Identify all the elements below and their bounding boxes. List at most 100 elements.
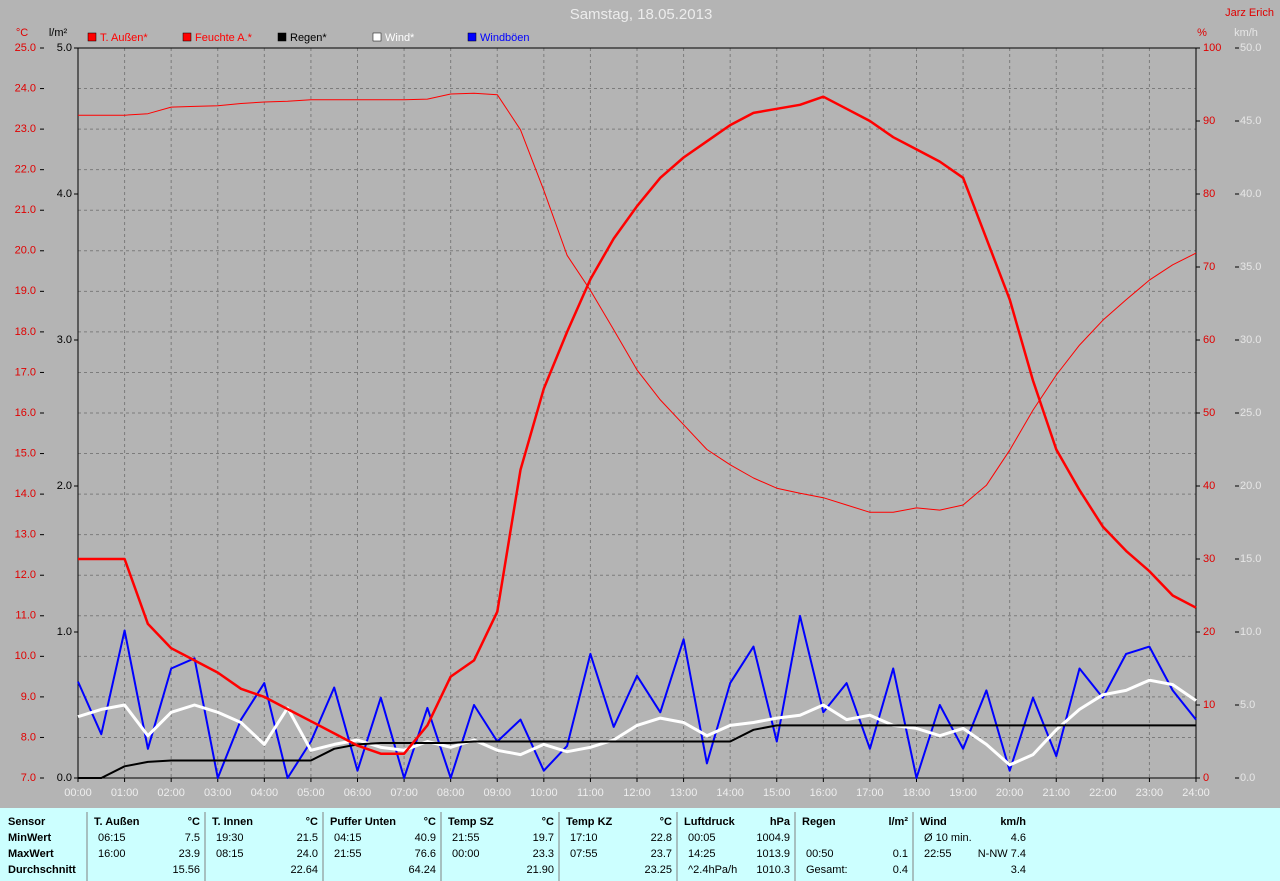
table-cell: 1013.9 — [756, 848, 790, 860]
group-unit: km/h — [1000, 816, 1026, 828]
y-axis-label: °C — [16, 27, 28, 39]
y-tick-label: 10.0 — [15, 650, 36, 662]
y-tick-label: 1.0 — [57, 626, 72, 638]
table-cell: 06:15 — [98, 832, 126, 844]
y-tick-label: 8.0 — [21, 731, 36, 743]
x-tick-label: 14:00 — [716, 787, 744, 799]
y-tick-label: 12.0 — [15, 569, 36, 581]
y-tick-label: 60 — [1203, 334, 1215, 346]
table-cell: 21.90 — [526, 864, 554, 876]
table-cell: 1004.9 — [756, 832, 790, 844]
y-tick-label: 24.0 — [15, 82, 36, 94]
row-label: MaxWert — [8, 848, 54, 860]
table-cell: N-NW 7.4 — [978, 848, 1026, 860]
y-tick-label: 17.0 — [15, 366, 36, 378]
x-tick-label: 02:00 — [157, 787, 185, 799]
y-tick-label: 19.0 — [15, 285, 36, 297]
y-tick-label: 4.0 — [57, 188, 72, 200]
y-tick-label: 22.0 — [15, 164, 36, 176]
group-name: Wind — [920, 816, 947, 828]
legend-label: T. Außen* — [100, 32, 148, 44]
y-tick-label: 30 — [1203, 553, 1215, 565]
group-unit: l/m² — [888, 816, 908, 828]
y-tick-label: 9.0 — [21, 691, 36, 703]
y-tick-label: 0.0 — [1240, 772, 1255, 784]
y-tick-label: 7.0 — [21, 772, 36, 784]
table-cell: 40.9 — [415, 832, 436, 844]
y-tick-label: 25.0 — [1240, 407, 1261, 419]
table-cell: 07:55 — [570, 848, 598, 860]
table-cell: 76.6 — [415, 848, 436, 860]
y-tick-label: 100 — [1203, 42, 1221, 54]
y-tick-label: 15.0 — [15, 447, 36, 459]
row-label: MinWert — [8, 832, 52, 844]
x-tick-label: 04:00 — [251, 787, 279, 799]
legend-swatch — [182, 32, 192, 42]
y3-axis-label: l/m² — [49, 27, 68, 39]
table-cell: 15.56 — [172, 864, 200, 876]
x-tick-label: 05:00 — [297, 787, 325, 799]
y-tick-label: 10 — [1203, 699, 1215, 711]
table-cell: 23.9 — [179, 848, 200, 860]
y-tick-label: 0.0 — [57, 772, 72, 784]
legend-swatch — [372, 32, 382, 42]
table-cell: 3.4 — [1011, 864, 1026, 876]
y-tick-label: 3.0 — [57, 334, 72, 346]
table-cell: 00:50 — [806, 848, 834, 860]
table-cell: ^2.4hPa/h — [688, 864, 737, 876]
legend-label: Wind* — [385, 32, 415, 44]
table-cell: 23.7 — [651, 848, 672, 860]
table-cell: 1010.3 — [756, 864, 790, 876]
legend-swatch — [277, 32, 287, 42]
y-tick-label: 70 — [1203, 261, 1215, 273]
series-line — [78, 724, 1196, 779]
y-tick-label: 20.0 — [1240, 480, 1261, 492]
table-cell: 00:00 — [452, 848, 480, 860]
table-cell: 14:25 — [688, 848, 716, 860]
y-tick-label: 45.0 — [1240, 115, 1261, 127]
x-tick-label: 07:00 — [390, 787, 418, 799]
y-tick-label: 90 — [1203, 115, 1215, 127]
y-tick-label: 25.0 — [15, 42, 36, 54]
table-cell: 0.4 — [893, 864, 908, 876]
table-cell: 21:55 — [452, 832, 480, 844]
table-cell: Gesamt: — [806, 864, 848, 876]
y-tick-label: 40.0 — [1240, 188, 1261, 200]
group-name: Temp SZ — [448, 816, 494, 828]
y-tick-label: 50.0 — [1240, 42, 1261, 54]
y-tick-label: 2.0 — [57, 480, 72, 492]
table-cell: 23.3 — [533, 848, 554, 860]
y-tick-label: 0 — [1203, 772, 1209, 784]
y-tick-label: 35.0 — [1240, 261, 1261, 273]
series-line — [77, 614, 1197, 779]
y-tick-label: 15.0 — [1240, 553, 1261, 565]
y-tick-label: 30.0 — [1240, 334, 1261, 346]
x-tick-label: 18:00 — [903, 787, 931, 799]
group-name: Temp KZ — [566, 816, 613, 828]
x-tick-label: 24:00 — [1182, 787, 1210, 799]
x-tick-label: 16:00 — [810, 787, 838, 799]
x-tick-label: 13:00 — [670, 787, 698, 799]
legend-swatch — [87, 32, 97, 42]
y-tick-label: 18.0 — [15, 326, 36, 338]
x-tick-label: 15:00 — [763, 787, 791, 799]
table-cell: 64.24 — [408, 864, 436, 876]
x-tick-label: 03:00 — [204, 787, 232, 799]
table-cell: 7.5 — [185, 832, 200, 844]
y-tick-label: 80 — [1203, 188, 1215, 200]
y-tick-label: 10.0 — [1240, 626, 1261, 638]
series-line — [78, 95, 1197, 755]
x-tick-label: 21:00 — [1042, 787, 1070, 799]
table-cell: 4.6 — [1011, 832, 1026, 844]
x-tick-label: 12:00 — [623, 787, 651, 799]
y-tick-label: 40 — [1203, 480, 1215, 492]
y-tick-label: 16.0 — [15, 407, 36, 419]
table-cell: 23.25 — [644, 864, 672, 876]
table-cell: 22:55 — [924, 848, 952, 860]
group-name: Puffer Unten — [330, 816, 396, 828]
x-tick-label: 01:00 — [111, 787, 139, 799]
series-line — [77, 678, 1197, 767]
x-tick-label: 19:00 — [949, 787, 977, 799]
plot-frame — [77, 47, 1197, 779]
y-tick-label: 20 — [1203, 626, 1215, 638]
